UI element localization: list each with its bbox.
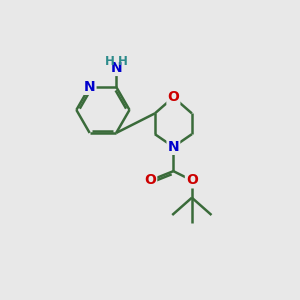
Text: N: N [110, 61, 122, 75]
Text: O: O [186, 173, 198, 188]
Text: O: O [144, 173, 156, 188]
Text: O: O [167, 90, 179, 104]
Text: H: H [118, 55, 128, 68]
Text: H: H [105, 55, 115, 68]
Text: N: N [84, 80, 95, 94]
Text: N: N [168, 140, 179, 154]
